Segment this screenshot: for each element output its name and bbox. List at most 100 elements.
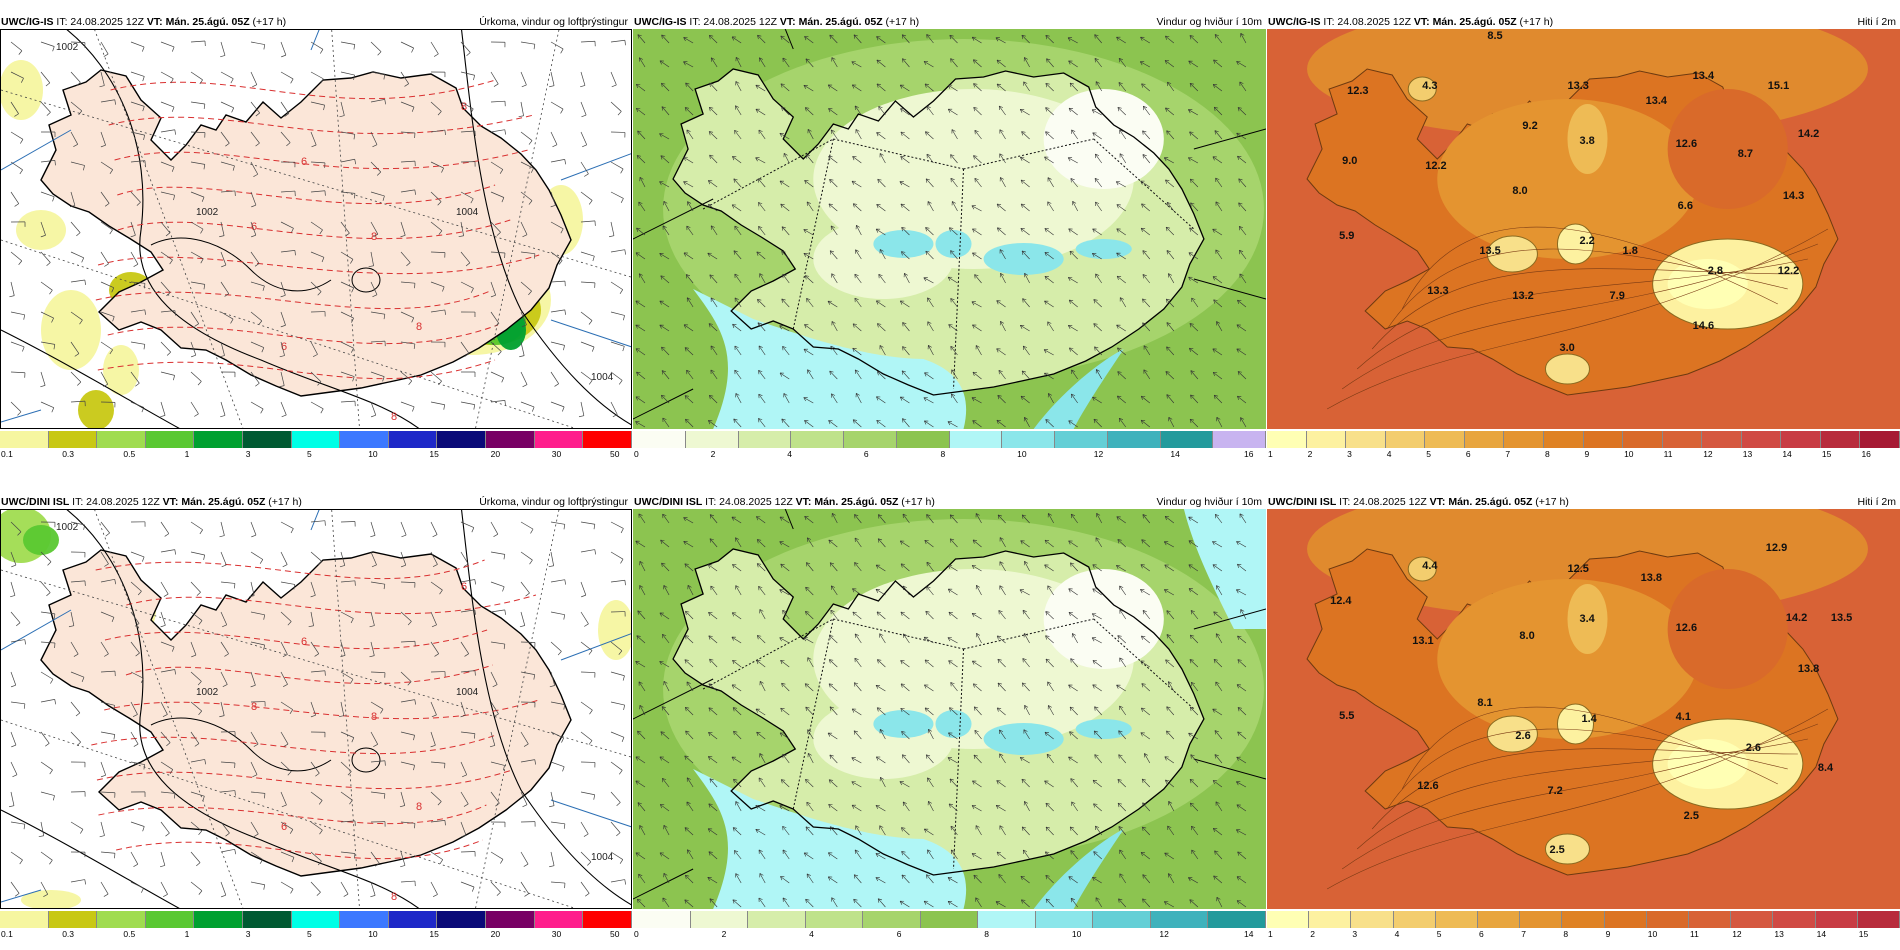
temperature-label: 6 — [281, 341, 287, 353]
isobar-label: 1002 — [56, 42, 79, 53]
colorbar-tick: 12 — [1159, 929, 1169, 939]
colorbar-tick: 9 — [1605, 929, 1611, 939]
run-info: UWC/DINI ISL IT: 24.08.2025 12Z VT: Mán.… — [634, 496, 935, 509]
colorbar: 0.1 0.3 0.5 1 3 5 10 15 20 30 50 — [0, 911, 632, 941]
temperature-value: 2.6 — [1746, 742, 1761, 754]
map-canvas: 8.5 12.3 4.3 13.3 13.4 15.1 9.2 13.4 3.8 9.0 12.2 1… — [1267, 29, 1900, 429]
colorbar-tick: 10 — [368, 929, 378, 939]
colorbar-swatch — [97, 431, 146, 448]
colorbar-swatch — [1731, 911, 1774, 928]
panel-header: UWC/IG-IS IT: 24.08.2025 12Z VT: Mán. 25… — [0, 16, 632, 29]
isobar-label: 1002 — [196, 687, 219, 698]
valid-time: VT: Mán. 25.ágú. 05Z — [1413, 16, 1517, 28]
init-time: IT: 24.08.2025 12Z — [689, 16, 777, 28]
colorbar-swatch — [1393, 911, 1436, 928]
colorbar-swatch — [690, 911, 749, 928]
colorbar-tick: 3 — [245, 449, 251, 459]
temperature-label: 8 — [251, 701, 257, 713]
temperature-value: 4.3 — [1422, 80, 1437, 92]
run-info: UWC/IG-IS IT: 24.08.2025 12Z VT: Mán. 25… — [634, 16, 919, 29]
colorbar-swatch — [920, 911, 979, 928]
model-name: UWC/DINI ISL — [1268, 496, 1337, 508]
isobar-label: 1004 — [456, 687, 479, 698]
colorbar-swatch — [738, 431, 792, 448]
colorbar-tick: 8 — [1544, 449, 1550, 459]
colorbar-swatch — [48, 431, 98, 448]
temperature-value: 13.4 — [1646, 95, 1668, 107]
colorbar-tick: 3 — [245, 929, 251, 939]
colorbar-tick: 4 — [787, 449, 792, 459]
temperature-label: 8 — [461, 101, 467, 113]
colorbar-tick: 6 — [1465, 449, 1471, 459]
model-name: UWC/IG-IS — [1268, 16, 1321, 28]
colorbar-swatch — [486, 431, 535, 448]
colorbar-tick: 15 — [1858, 929, 1869, 939]
panel-header: UWC/DINI ISL IT: 24.08.2025 12Z VT: Mán.… — [1267, 496, 1900, 509]
colorbar-swatch — [534, 911, 584, 928]
colorbar-tick: 12 — [1703, 449, 1713, 459]
colorbar-swatch — [1150, 911, 1209, 928]
wind-arrows — [635, 512, 1247, 908]
lead-time: (+17 h) — [268, 496, 302, 508]
temperature-value: 12.9 — [1766, 542, 1787, 554]
colorbar-tick: 14 — [1170, 449, 1180, 459]
colorbar-tick: 8 — [1563, 929, 1569, 939]
colorbar-swatch — [896, 431, 950, 448]
colorbar-tick: 0.5 — [123, 929, 136, 939]
panel-header: UWC/IG-IS IT: 24.08.2025 12Z VT: Mán. 25… — [633, 16, 1266, 29]
colorbar-tick: 16 — [1244, 449, 1254, 459]
colorbar-swatch — [791, 431, 844, 448]
temperature-label: 6 — [301, 636, 307, 648]
colorbar-swatch — [633, 431, 686, 448]
temperature-values: 4.4 12.5 13.8 12.9 12.4 14.2 13.5 3.4 12.6 13.1 8.… — [1330, 542, 1852, 856]
colorbar-swatch — [243, 431, 292, 448]
colorbar-tick: 16 — [1861, 449, 1871, 459]
colorbar-tick: 2 — [1310, 929, 1315, 939]
colorbar-swatch — [1464, 431, 1505, 448]
isobar-label: 1004 — [591, 372, 614, 383]
colorbar-swatch — [534, 431, 584, 448]
colorbar-swatch — [0, 431, 49, 448]
model-name: UWC/IG-IS — [634, 16, 687, 28]
panel-title: Vindur og hviður í 10m — [1156, 16, 1262, 28]
temperature-value: 9.2 — [1522, 120, 1537, 132]
map-panel: UWC/IG-IS IT: 24.08.2025 12Z VT: Mán. 25… — [633, 16, 1266, 464]
colorbar-swatch — [844, 431, 897, 448]
colorbar-swatch — [1689, 911, 1732, 928]
temperature-value: 1.4 — [1581, 713, 1597, 725]
map-area: 4.4 12.5 13.8 12.9 12.4 14.2 13.5 3.4 12.6 13.1 8.… — [1267, 509, 1900, 909]
temperature-value: 2.6 — [1515, 730, 1530, 742]
map-panel: UWC/IG-IS IT: 24.08.2025 12Z VT: Mán. 25… — [0, 16, 632, 464]
colorbar-tick: 10 — [1071, 929, 1082, 939]
temperature-value: 8.1 — [1477, 697, 1492, 709]
temperature-value: 12.6 — [1676, 138, 1697, 150]
colorbar-swatch — [1773, 911, 1816, 928]
temperature-contours — [91, 559, 540, 860]
temperature-value: 14.3 — [1783, 190, 1804, 202]
colorbar-tick: 5 — [1426, 449, 1431, 459]
colorbar-tick: 8 — [984, 929, 990, 939]
panel-title: Vindur og hviður í 10m — [1156, 496, 1262, 508]
map-canvas — [633, 29, 1266, 429]
colorbar: 0 2 4 6 8 10 12 14 16 — [633, 431, 1266, 461]
colorbar-swatch — [1562, 911, 1605, 928]
colorbar-swatch — [1267, 431, 1307, 448]
temperature-value: 13.2 — [1512, 290, 1533, 302]
wind-barbs — [9, 39, 626, 418]
temperature-label: 6 — [461, 581, 467, 593]
panel-title: Hiti í 2m — [1857, 16, 1896, 28]
colorbar-tick: 9 — [1584, 449, 1590, 459]
colorbar-swatch — [388, 431, 438, 448]
temperature-value: 5.5 — [1339, 710, 1354, 722]
graticule — [1, 510, 631, 908]
run-info: UWC/DINI ISL IT: 24.08.2025 12Z VT: Mán.… — [1, 496, 302, 509]
temperature-value: 14.2 — [1798, 128, 1819, 140]
temperature-value: 14.6 — [1693, 320, 1714, 332]
colorbar-swatch — [388, 911, 438, 928]
panel-header: UWC/IG-IS IT: 24.08.2025 12Z VT: Mán. 25… — [1267, 16, 1900, 29]
wind-arrows — [635, 33, 1247, 428]
colorbar-tick: 6 — [1479, 929, 1484, 939]
map-canvas: 4.4 12.5 13.8 12.9 12.4 14.2 13.5 3.4 12.6 13.1 8.… — [1267, 509, 1900, 909]
temperature-value: 3.0 — [1559, 342, 1574, 354]
iceland-land — [40, 549, 572, 877]
